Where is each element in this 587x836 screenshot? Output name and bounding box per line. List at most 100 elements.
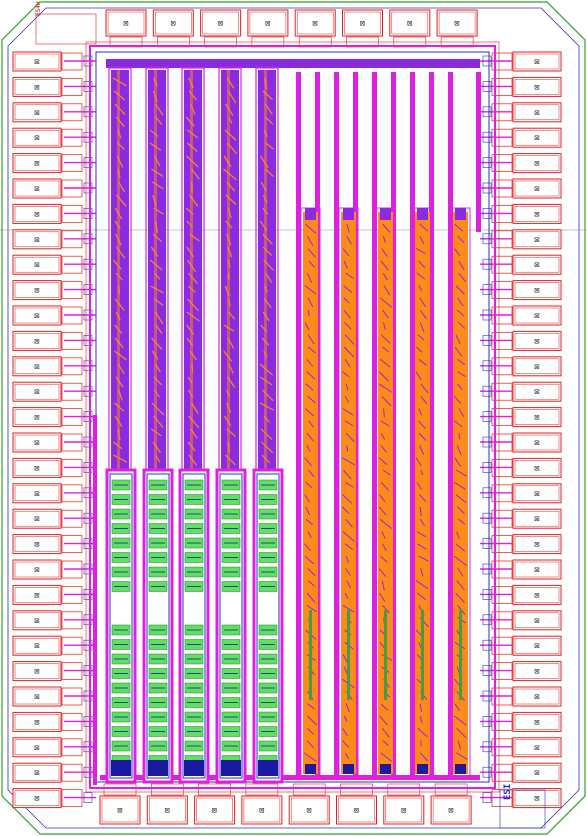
left-pad-glyph: ⊠ [34, 388, 40, 396]
left-column-spine [264, 70, 267, 470]
power-rail-5 [372, 72, 377, 777]
left-column-trace [259, 402, 275, 411]
left-pad-glyph: ⊠ [34, 210, 40, 218]
left-pad-inner [14, 561, 60, 578]
right-column-trace [307, 531, 312, 539]
left-pad [12, 305, 62, 326]
right-column-trace [457, 309, 465, 317]
left-column-trace [114, 350, 127, 361]
left-io-via [83, 665, 93, 676]
right-pad-inner [514, 612, 560, 629]
pad-ring: ⊠ ⊠ ⊠ ⊠ ⊠ ⊠ ⊠ ⊠ ⊠ ⊠ ⊠ ⊠ ⊠ ⊠ ⊠ ⊠ ⊠ ⊠ ⊠ ⊠ ⊠ ⊠ ⊠ ⊠ ⊠ ⊠ ⊠ ⊠ ⊠ ⊠ ⊠ ⊠ ⊠ ⊠ ⊠ ⊠ ⊠ ⊠ ⊠ ⊠… [12, 9, 562, 825]
right-column-trace [417, 727, 428, 737]
right-pad-inner [514, 536, 560, 552]
right-pad-glyph: ⊠ [534, 109, 540, 117]
top-pad [152, 9, 194, 37]
left-column-foot [111, 760, 131, 776]
left-pad-glyph: ⊠ [34, 591, 40, 599]
right-column-trace [380, 752, 392, 762]
right-pad-glyph: ⊠ [534, 236, 540, 244]
right-column-trace [458, 518, 466, 525]
right-column-trace [306, 740, 314, 749]
right-column-trace [308, 346, 316, 354]
right-pad-glyph: ⊠ [534, 160, 540, 168]
bottom-pad-glyph: ⊠ [164, 807, 170, 815]
right-column-trace [307, 703, 315, 710]
left-pad-glyph: ⊠ [34, 337, 40, 345]
right-pad [512, 356, 562, 377]
right-pad [512, 305, 562, 326]
left-column-spine [227, 70, 230, 470]
bottom-io-cell [340, 783, 373, 796]
right-column-trace [304, 543, 312, 552]
right-io-via [482, 106, 492, 118]
right-pad-glyph: ⊠ [534, 363, 540, 371]
left-pad [12, 711, 62, 732]
right-column-trace [380, 445, 387, 453]
right-column-trace [419, 223, 428, 232]
right-pad-inner [514, 739, 560, 756]
left-column-spine [154, 70, 157, 470]
right-column-trace [453, 481, 466, 490]
right-pad-inner [514, 409, 560, 425]
right-column-green-strip [347, 610, 350, 700]
right-column-trace [416, 346, 423, 353]
right-pad [512, 661, 562, 682]
right-column-trace [416, 482, 422, 490]
left-io-via [83, 512, 93, 524]
left-column-lower-inner [182, 473, 206, 779]
left-column-trace [151, 168, 164, 177]
right-pad-glyph: ⊠ [534, 312, 540, 320]
right-pad [512, 457, 562, 478]
right-column-trace [419, 518, 425, 527]
right-pad-glyph: ⊠ [534, 261, 540, 269]
left-pad [12, 457, 62, 478]
left-pad-inner [14, 764, 60, 781]
right-column-trace [456, 580, 465, 591]
right-pad-glyph: ⊠ [534, 566, 540, 574]
right-column-trace [307, 395, 316, 404]
left-pad-inner [14, 434, 60, 451]
right-column-trace [455, 285, 465, 295]
left-pad [12, 483, 62, 504]
left-pad-glyph: ⊠ [34, 185, 40, 193]
right-column-4 [415, 212, 430, 774]
right-column-trace [346, 445, 349, 452]
right-io-via [482, 741, 492, 753]
right-column-trace [307, 580, 315, 587]
top-pad [389, 9, 431, 37]
right-column-trace [345, 555, 349, 563]
top-pad [436, 9, 478, 37]
bottom-pad [99, 795, 141, 825]
left-io-via [83, 335, 93, 346]
right-column-trace [420, 383, 429, 394]
left-pad [12, 102, 62, 123]
right-column-trace [382, 346, 390, 353]
bottom-pad-glyph: ⊠ [117, 807, 123, 815]
right-columns [300, 207, 471, 779]
bottom-pad-inner [385, 797, 423, 823]
right-column-trace [306, 236, 314, 246]
left-io-via [83, 157, 93, 168]
bottom-pad-inner [432, 797, 470, 823]
right-column-trace [378, 506, 387, 516]
left-pad-glyph: ⊠ [34, 439, 40, 447]
right-column-trace [457, 235, 465, 243]
right-column-trace [342, 408, 354, 416]
right-pad-glyph: ⊠ [534, 388, 540, 396]
right-io-via [482, 182, 492, 194]
right-column-trace [346, 580, 352, 589]
left-io-via [83, 385, 93, 397]
right-pad-inner [514, 333, 560, 349]
left-pad-glyph: ⊠ [34, 642, 40, 650]
left-pad-glyph: ⊠ [34, 134, 40, 142]
left-io-via [83, 436, 93, 448]
right-pad-inner [514, 129, 560, 146]
right-column-trace [306, 432, 314, 442]
left-pad-inner [14, 104, 60, 121]
top-pad-glyph: ⊠ [218, 20, 224, 28]
right-column-trace [307, 469, 315, 478]
left-column-trace [224, 129, 237, 141]
right-pad [512, 508, 562, 529]
left-pad-inner [14, 739, 60, 756]
